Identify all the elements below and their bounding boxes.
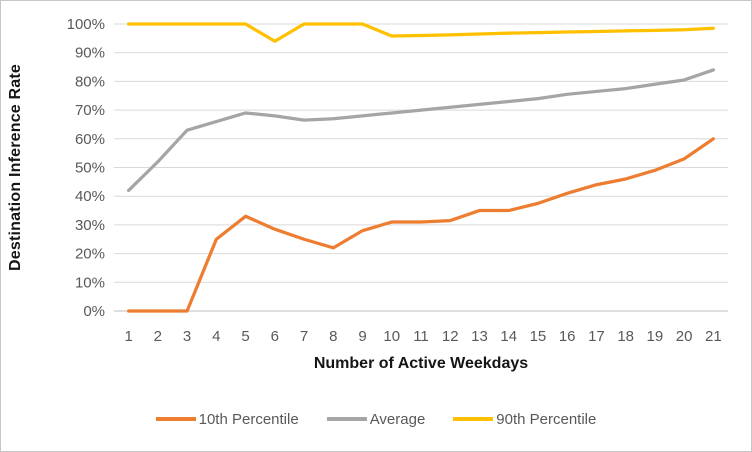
x-tick-label: 19	[647, 328, 664, 345]
y-tick-label: 10%	[75, 274, 105, 291]
x-tick-label: 11	[413, 328, 429, 345]
x-tick-label: 5	[241, 328, 249, 345]
x-tick-label: 17	[588, 328, 605, 345]
x-tick-label: 21	[705, 328, 722, 345]
y-tick-label: 90%	[75, 45, 105, 62]
y-axis-title: Destination Inference Rate	[7, 63, 24, 272]
x-tick-label: 20	[676, 328, 693, 345]
x-tick-label: 18	[617, 328, 634, 345]
legend-label-10th-percentile: 10th Percentile	[198, 410, 299, 428]
x-tick-label: 15	[530, 328, 547, 345]
y-tick-label: 20%	[75, 246, 105, 263]
x-tick-label: 10	[383, 328, 400, 345]
y-tick-label: 40%	[75, 188, 105, 205]
y-tick-label: 70%	[75, 102, 105, 119]
x-tick-label: 8	[329, 328, 337, 345]
x-tick-label: 7	[300, 328, 308, 345]
average-line	[126, 68, 716, 193]
x-tick-label: 2	[154, 328, 162, 345]
90th-percentile-line	[126, 22, 716, 43]
10th-percentile-swatch-icon	[155, 417, 196, 421]
x-tick-label: 4	[212, 328, 220, 345]
legend-item-90th-percentile: 90th Percentile	[453, 411, 596, 428]
x-tick-label: 14	[500, 328, 517, 345]
90th-percentile-swatch-icon	[453, 417, 494, 421]
x-axis-title: Number of Active Weekdays	[313, 355, 529, 372]
y-tick-label: 30%	[75, 217, 105, 234]
legend-item-average: Average	[326, 410, 426, 428]
10th-percentile-line	[126, 137, 716, 313]
x-tick-label: 9	[358, 328, 366, 345]
x-tick-label: 6	[271, 328, 279, 345]
legend-item-10th-percentile: 10th Percentile	[155, 410, 299, 428]
x-tick-label: 16	[559, 328, 576, 345]
average-swatch-icon	[326, 417, 367, 421]
y-tick-label: 0%	[83, 303, 105, 320]
x-tick-label: 12	[442, 328, 459, 345]
x-tick-label: 3	[183, 328, 191, 345]
y-tick-label: 100%	[67, 16, 105, 33]
legend-label-average: Average	[369, 410, 426, 428]
legend: 10th Percentile Average 90th Percentile	[1, 408, 751, 430]
y-tick-label: 80%	[75, 73, 105, 90]
legend-label-90th-percentile: 90th Percentile	[496, 410, 597, 428]
y-tick-label: 60%	[75, 131, 105, 148]
x-tick-label: 13	[471, 328, 488, 345]
x-tick-label: 1	[124, 328, 132, 345]
y-tick-label: 50%	[75, 160, 105, 177]
